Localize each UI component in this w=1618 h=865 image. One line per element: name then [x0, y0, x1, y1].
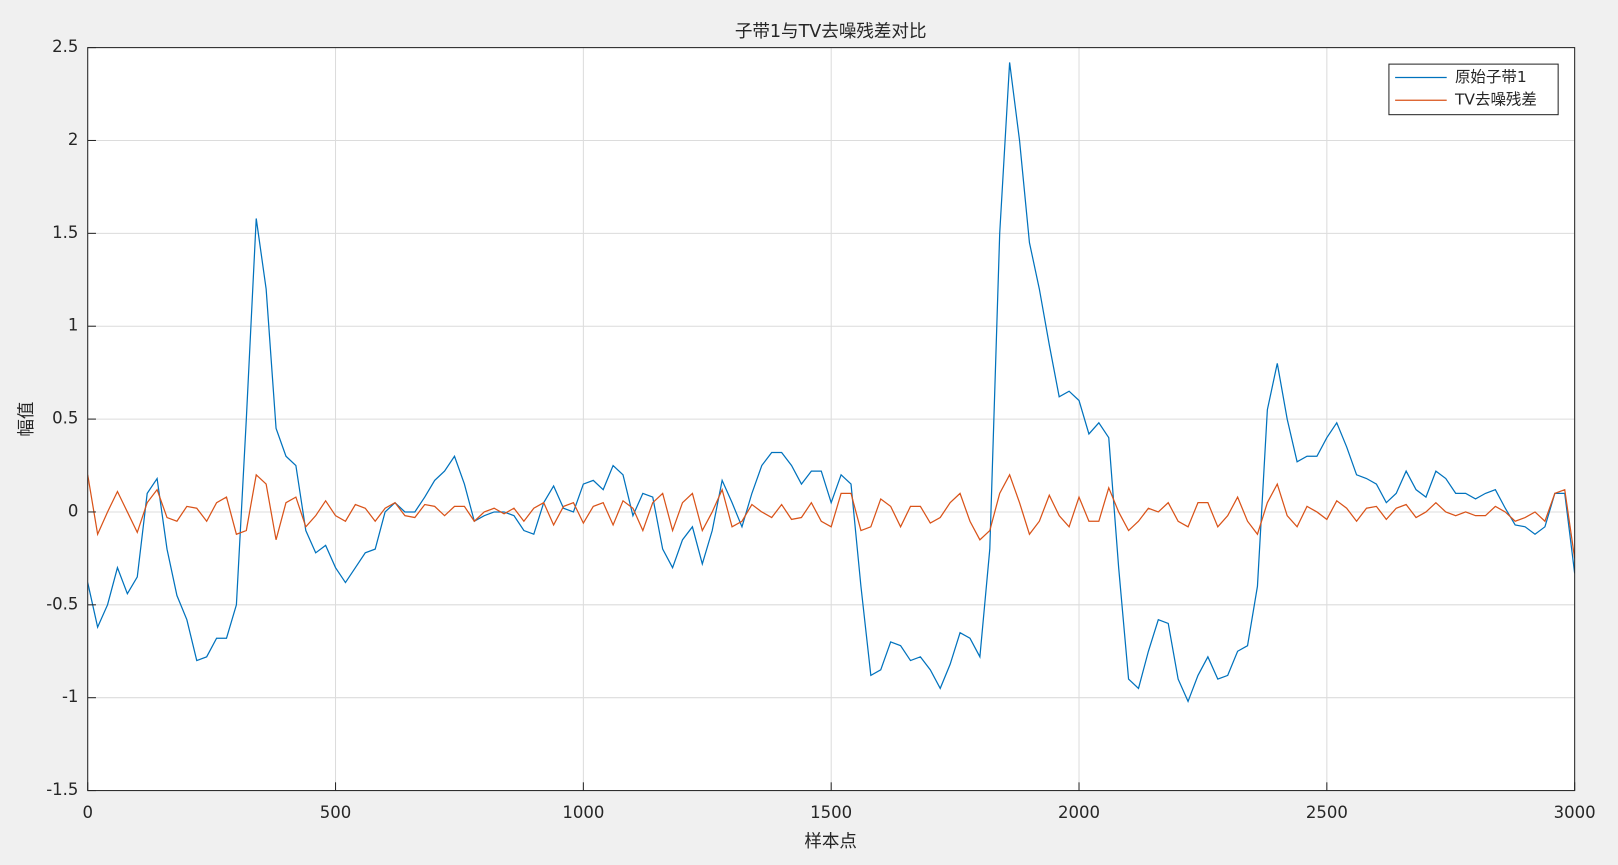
y-tick-label: -1: [62, 687, 78, 706]
series-line: [87, 62, 1575, 704]
y-tick-label: 2: [68, 130, 79, 149]
y-tick-label: 0: [68, 501, 79, 520]
x-tick-label: 2000: [1058, 803, 1100, 822]
legend-label: TV去噪残差: [1454, 91, 1537, 109]
y-tick-label: -1.5: [46, 780, 78, 799]
legend: 原始子带1 TV去噪残差: [1388, 63, 1559, 116]
chart-title: 子带1与TV去噪残差对比: [735, 22, 927, 42]
y-tick-label: 0.5: [52, 409, 78, 428]
ticks: 0 500 1000 1500 2000 2500 3000 -1.5 -1 -0.5 0 0.5 1 1…: [46, 37, 1595, 822]
x-tick-label: 1000: [562, 803, 604, 822]
y-tick-label: 2.5: [52, 37, 78, 56]
x-tick-label: 1500: [810, 803, 852, 822]
legend-label: 原始子带1: [1455, 68, 1527, 86]
legend-box: [1388, 63, 1559, 116]
x-tick-label: 3000: [1554, 803, 1596, 822]
series-line: [87, 473, 1575, 559]
x-tick-label: 0: [82, 803, 92, 822]
y-tick-label: -0.5: [46, 594, 78, 613]
y-tick-label: 1: [68, 316, 79, 335]
y-axis-label: 幅值: [17, 402, 37, 437]
x-tick-label: 500: [320, 803, 352, 822]
y-tick-label: 1.5: [52, 223, 78, 242]
lines: [87, 62, 1575, 704]
x-axis-label: 样本点: [804, 832, 857, 852]
x-tick-label: 2500: [1306, 803, 1348, 822]
